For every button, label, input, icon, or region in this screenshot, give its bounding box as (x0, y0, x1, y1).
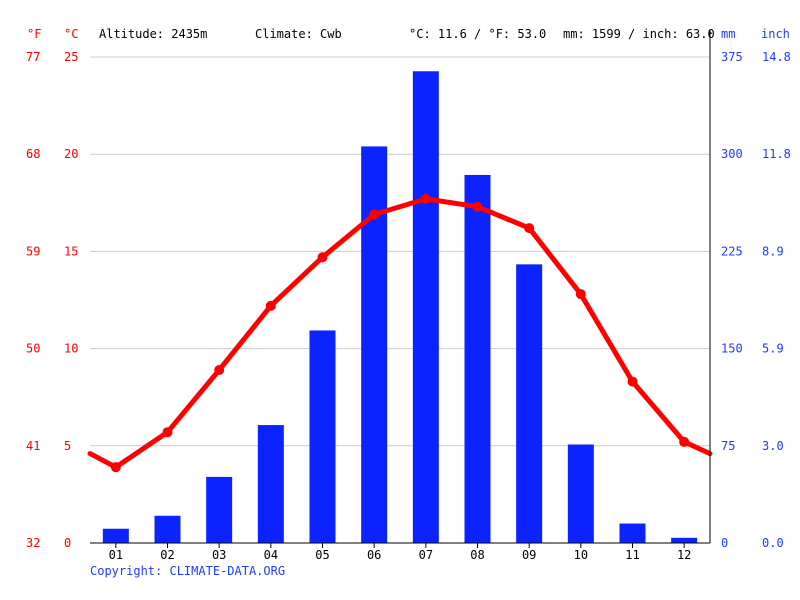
temperature-point (265, 300, 276, 311)
temperature-point (420, 193, 431, 204)
precipitation-bar (516, 264, 543, 543)
y-tick-mm: 375 (721, 50, 743, 64)
temperature-point (472, 201, 483, 212)
climate-label: Climate: Cwb (255, 27, 342, 41)
precipitation-bar (206, 476, 233, 543)
temperature-point (162, 427, 173, 438)
temperature-point (575, 289, 586, 300)
tick-labels: 32 0 0 0.0 41 5 75 3.0 50 10 150 5.9 59 15 225 8.9 68 20 3… (26, 50, 791, 562)
avg-temperature-label: °C: 11.6 / °F: 53.0 (409, 27, 546, 41)
x-tick-label: 02 (160, 548, 174, 562)
axes (90, 30, 711, 548)
x-tick-label: 07 (419, 548, 433, 562)
precipitation-bar (412, 71, 439, 544)
precipitation-bar (619, 523, 646, 543)
x-tick-label: 04 (264, 548, 278, 562)
precipitation-bar (102, 528, 129, 543)
y-tick-inch: 11.8 (762, 147, 791, 161)
y-tick-mm: 0 (721, 536, 728, 550)
precipitation-bar (257, 425, 284, 543)
temperature-line (87, 193, 713, 473)
grid-lines (90, 56, 710, 447)
unit-mm-label: mm (721, 27, 735, 41)
x-tick-label: 05 (315, 548, 329, 562)
temperature-point (369, 209, 380, 220)
x-tick-label: 03 (212, 548, 226, 562)
x-tick-label: 01 (109, 548, 123, 562)
x-tick-label: 10 (574, 548, 588, 562)
temperature-line-path (87, 196, 713, 470)
y-tick-mm: 300 (721, 147, 743, 161)
temperature-point (627, 376, 638, 387)
temperature-point (679, 436, 690, 447)
precipitation-bar (361, 146, 388, 543)
y-tick-inch: 3.0 (762, 439, 784, 453)
x-tick-label: 08 (470, 548, 484, 562)
precipitation-bar (567, 444, 594, 543)
avg-precipitation-label: mm: 1599 / inch: 63.0 (563, 27, 715, 41)
y-tick-fahrenheit: 41 (26, 439, 40, 453)
unit-celsius-label: °C (64, 27, 78, 41)
y-tick-inch: 8.9 (762, 244, 784, 258)
y-tick-mm: 225 (721, 244, 743, 258)
temperature-point (524, 223, 535, 234)
precipitation-bar (464, 174, 491, 543)
y-tick-fahrenheit: 50 (26, 342, 40, 356)
unit-fahrenheit-label: °F (27, 27, 41, 41)
x-tick-label: 12 (677, 548, 691, 562)
y-tick-inch: 5.9 (762, 342, 784, 356)
copyright-text: Copyright: CLIMATE-DATA.ORG (90, 564, 285, 578)
x-tick-label: 09 (522, 548, 536, 562)
y-tick-celsius: 15 (64, 244, 78, 258)
altitude-label: Altitude: 2435m (99, 27, 207, 41)
temperature-point (110, 462, 121, 473)
y-tick-inch: 0.0 (762, 536, 784, 550)
temperature-point (317, 252, 328, 263)
y-tick-mm: 150 (721, 342, 743, 356)
precipitation-bar (671, 537, 698, 543)
y-tick-celsius: 5 (64, 439, 71, 453)
y-tick-celsius: 10 (64, 342, 78, 356)
y-tick-fahrenheit: 59 (26, 244, 40, 258)
precipitation-bars (102, 71, 698, 544)
y-tick-celsius: 0 (64, 536, 71, 550)
y-tick-inch: 14.8 (762, 50, 791, 64)
y-tick-fahrenheit: 68 (26, 147, 40, 161)
y-tick-fahrenheit: 32 (26, 536, 40, 550)
y-tick-mm: 75 (721, 439, 735, 453)
unit-inch-label: inch (761, 27, 790, 41)
y-tick-fahrenheit: 77 (26, 50, 40, 64)
x-tick-label: 06 (367, 548, 381, 562)
y-tick-celsius: 20 (64, 147, 78, 161)
y-tick-celsius: 25 (64, 50, 78, 64)
precipitation-bar (309, 330, 336, 543)
x-tick-label: 11 (625, 548, 639, 562)
temperature-point (214, 364, 225, 375)
precipitation-bar (154, 515, 181, 543)
